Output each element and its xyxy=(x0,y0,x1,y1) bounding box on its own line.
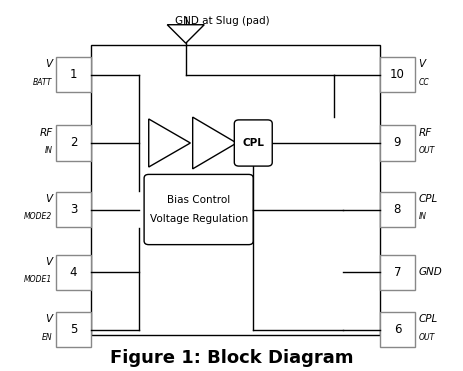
Bar xyxy=(379,57,414,92)
Text: GND: GND xyxy=(418,267,441,278)
Text: IN: IN xyxy=(44,146,52,155)
Text: OUT: OUT xyxy=(418,333,434,342)
Text: RF: RF xyxy=(418,128,431,138)
Bar xyxy=(56,192,91,227)
Text: Voltage Regulation: Voltage Regulation xyxy=(149,214,247,224)
Text: 9: 9 xyxy=(393,137,400,150)
Text: CPL: CPL xyxy=(418,194,437,204)
Text: MODE2: MODE2 xyxy=(24,213,52,221)
Bar xyxy=(379,125,414,161)
Text: OUT: OUT xyxy=(418,146,434,155)
Bar xyxy=(56,255,91,290)
Text: CC: CC xyxy=(418,78,428,86)
Text: 2: 2 xyxy=(69,137,77,150)
Text: V: V xyxy=(45,59,52,69)
Bar xyxy=(379,312,414,347)
Text: 7: 7 xyxy=(393,266,400,279)
Polygon shape xyxy=(149,119,190,167)
Text: 1: 1 xyxy=(69,68,77,81)
Text: 10: 10 xyxy=(389,68,404,81)
FancyBboxPatch shape xyxy=(144,174,253,244)
Bar xyxy=(379,255,414,290)
Text: RF: RF xyxy=(39,128,52,138)
Text: Bias Control: Bias Control xyxy=(167,195,230,205)
Text: 5: 5 xyxy=(70,323,77,336)
Text: V: V xyxy=(45,194,52,204)
Text: Figure 1: Block Diagram: Figure 1: Block Diagram xyxy=(110,349,353,367)
Text: V: V xyxy=(418,59,425,69)
Text: V: V xyxy=(45,315,52,325)
Text: MODE1: MODE1 xyxy=(24,275,52,284)
Polygon shape xyxy=(167,25,204,43)
Text: 4: 4 xyxy=(69,266,77,279)
Text: BATT: BATT xyxy=(33,78,52,86)
Text: V: V xyxy=(45,257,52,267)
Text: CPL: CPL xyxy=(242,138,263,148)
Text: IN: IN xyxy=(418,213,425,221)
Text: EN: EN xyxy=(42,333,52,342)
Bar xyxy=(56,312,91,347)
Text: CPL: CPL xyxy=(418,315,437,325)
FancyBboxPatch shape xyxy=(234,120,272,166)
Bar xyxy=(56,125,91,161)
Bar xyxy=(379,192,414,227)
Text: 8: 8 xyxy=(393,203,400,216)
Bar xyxy=(91,45,379,335)
Text: GND at Slug (pad): GND at Slug (pad) xyxy=(175,16,269,26)
Text: 3: 3 xyxy=(70,203,77,216)
Bar xyxy=(56,57,91,92)
Text: 6: 6 xyxy=(393,323,400,336)
Polygon shape xyxy=(192,117,236,169)
